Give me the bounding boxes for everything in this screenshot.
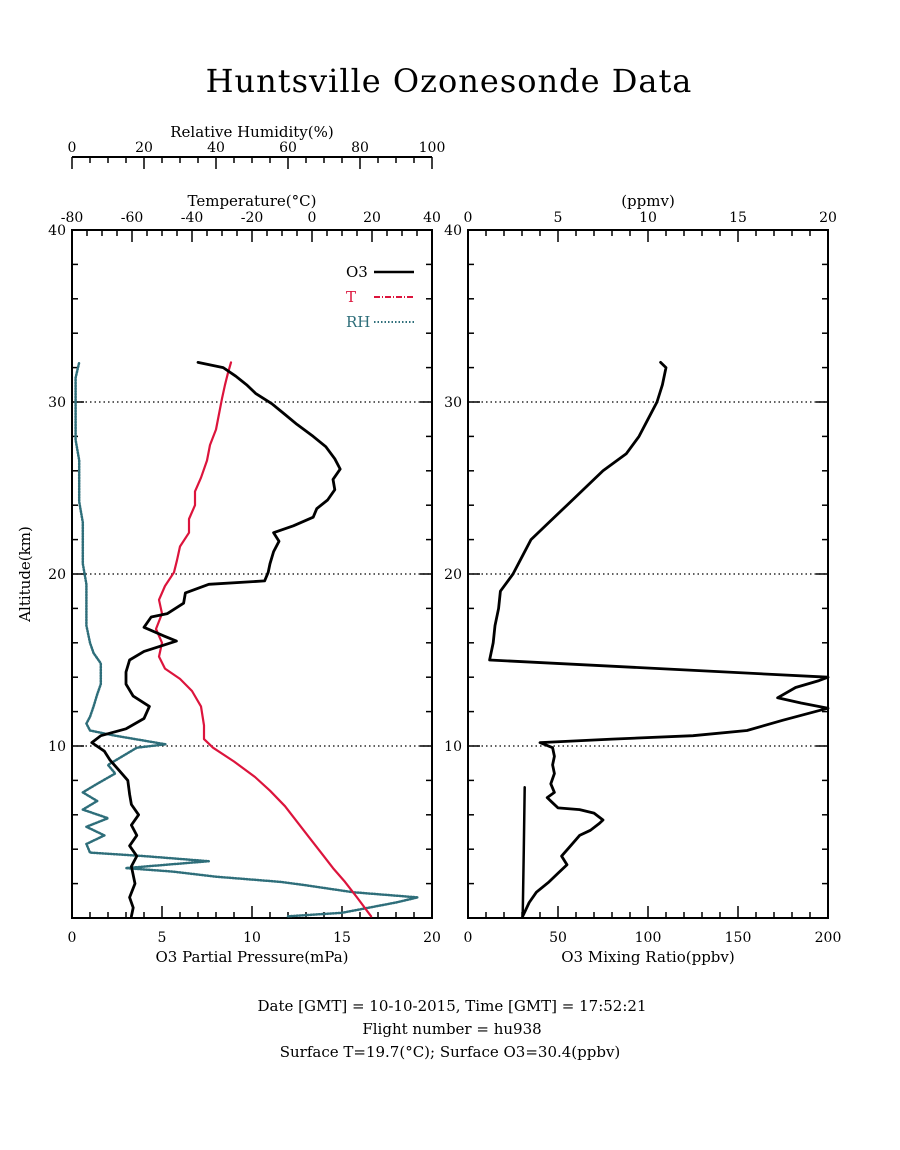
- right-altitude-tick-label: 10: [444, 739, 462, 755]
- footer-surface-values: Surface T=19.7(°C); Surface O3=30.4(ppbv…: [280, 1043, 621, 1061]
- rh-tick-label: 100: [419, 140, 446, 156]
- o3-mixing-ratio-line: [488, 361, 830, 918]
- left-altitude-tick-label: 10: [48, 739, 66, 755]
- right-x-axis-title: O3 Mixing Ratio(ppbv): [561, 948, 734, 966]
- mixing-ratio-tick-label: 150: [725, 930, 752, 946]
- right-altitude-tick-label: 20: [444, 567, 462, 583]
- temperature-tick-label: -60: [121, 210, 144, 226]
- right-altitude-tick-label: 40: [444, 223, 462, 239]
- temperature-tick-label: 40: [423, 210, 441, 226]
- o3-mixing-ratio-start-line: [521, 786, 526, 918]
- temperature-tick-label: -20: [241, 210, 264, 226]
- rh-series-line: [74, 361, 419, 918]
- rh-tick-label: 40: [207, 140, 225, 156]
- o3-mpa-tick-label: 20: [423, 930, 441, 946]
- rh-tick-label: 0: [68, 140, 77, 156]
- rh-axis-title: Relative Humidity(%): [170, 123, 333, 141]
- legend: O3 T RH: [346, 263, 414, 331]
- right-altitude-tick-label: 30: [444, 395, 462, 411]
- mixing-ratio-tick-label: 50: [549, 930, 567, 946]
- footer-flight-number: Flight number = hu938: [362, 1020, 541, 1038]
- temperature-tick-label: 0: [308, 210, 317, 226]
- temperature-tick-label: -40: [181, 210, 204, 226]
- axis-ticks: [71, 157, 829, 919]
- ppmv-tick-label: 15: [729, 210, 747, 226]
- temperature-axis-title: Temperature(°C): [188, 192, 317, 210]
- data-series: [74, 361, 830, 918]
- ppmv-tick-label: 10: [639, 210, 657, 226]
- ppmv-tick-label: 0: [464, 210, 473, 226]
- legend-label-t: T: [346, 288, 356, 306]
- ppmv-axis-title: (ppmv): [621, 192, 675, 210]
- chart-title: Huntsville Ozonesonde Data: [206, 62, 693, 100]
- rh-tick-label: 20: [135, 140, 153, 156]
- left-x-axis-title: O3 Partial Pressure(mPa): [155, 948, 348, 966]
- temperature-tick-label: -80: [61, 210, 84, 226]
- rh-tick-label: 80: [351, 140, 369, 156]
- o3-mpa-tick-label: 0: [68, 930, 77, 946]
- ppmv-tick-label: 20: [819, 210, 837, 226]
- legend-label-rh: RH: [346, 313, 370, 331]
- o3-mpa-tick-label: 5: [158, 930, 167, 946]
- y-axis-title: Altitude(km): [16, 526, 34, 623]
- mixing-ratio-tick-label: 0: [464, 930, 473, 946]
- temperature-series-line: [154, 361, 373, 918]
- o3-partial-pressure-line: [90, 361, 342, 918]
- o3-mpa-tick-label: 15: [333, 930, 351, 946]
- o3-mpa-tick-label: 10: [243, 930, 261, 946]
- rh-tick-label: 60: [279, 140, 297, 156]
- ppmv-tick-label: 5: [554, 210, 563, 226]
- footer-date-time: Date [GMT] = 10-10-2015, Time [GMT] = 17…: [257, 997, 646, 1015]
- mixing-ratio-tick-label: 100: [635, 930, 662, 946]
- mixing-ratio-tick-label: 200: [815, 930, 842, 946]
- temperature-tick-label: 20: [363, 210, 381, 226]
- legend-label-o3: O3: [346, 263, 368, 281]
- left-altitude-tick-label: 30: [48, 395, 66, 411]
- left-altitude-tick-label: 40: [48, 223, 66, 239]
- gridlines: [72, 401, 828, 747]
- left-altitude-tick-label: 20: [48, 567, 66, 583]
